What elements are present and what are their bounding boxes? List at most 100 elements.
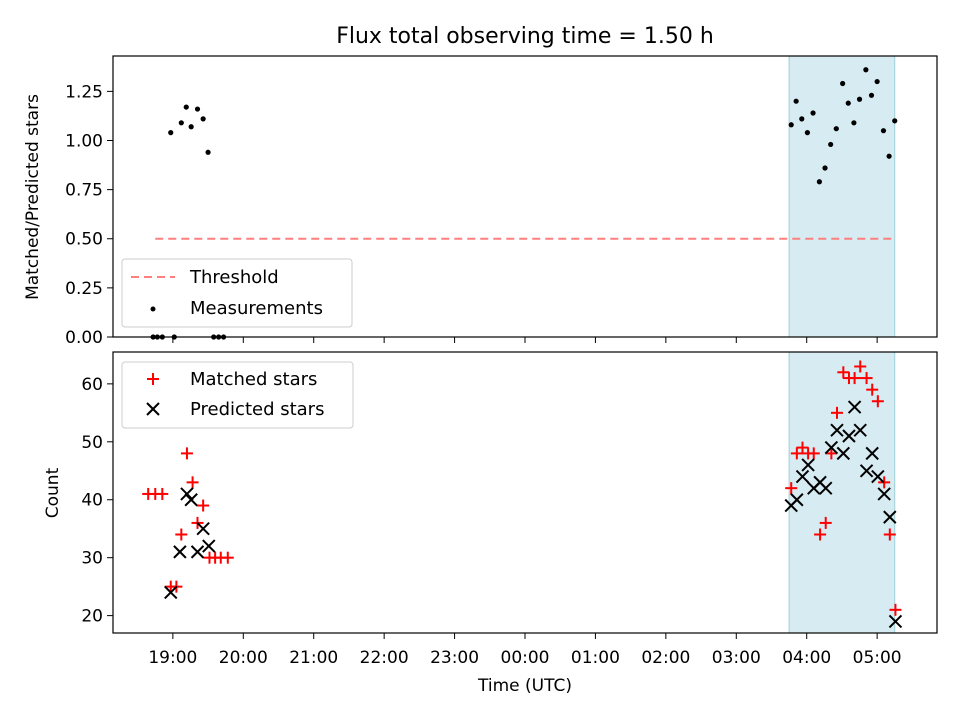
count-y-tick-label: 50 [81,433,103,453]
predicted-star-point [173,545,187,559]
ratio-panel: 0.00 0.25 0.50 0.75 1.00 1.25 Matched/Predict… [23,55,938,348]
measurement-point [886,153,892,159]
measurement-point [178,120,184,126]
predicted-star-point [853,423,867,437]
predicted-star-point [842,429,856,443]
count-panel: 20 30 40 50 60 19:00 20:00 21:00 22:00 23:00 00:0… [43,351,938,696]
matched-star-point [785,482,798,495]
x-tick-label: 00:00 [501,648,550,668]
predicted-star-point [164,585,178,600]
measurement-point [840,80,846,87]
measurement-point [183,104,189,110]
predicted-star-point [795,469,810,484]
predicted-star-point [801,458,815,472]
count-legend: Matched stars Predicted stars [121,361,354,429]
matched-star-point [878,476,891,489]
measurement-point [810,110,816,116]
matched-star-point [156,487,169,500]
matched-star-point [796,441,809,454]
x-tick-label: 01:00 [571,648,620,668]
x-axis-label: Time (UTC) [477,676,572,696]
ratio-legend-box [121,258,353,328]
x-tick-label: 05:00 [853,648,902,668]
matched-star-point [854,360,867,373]
predicted-star-point [871,469,885,484]
measurement-point [851,120,857,126]
measurements-legend-swatch [150,306,156,312]
ratio-legend: Threshold Measurements [121,258,353,328]
predicted-star-point [819,481,833,495]
measurement-point [892,118,898,124]
ratio-y-tick-label: 0.00 [65,328,103,348]
ratio-y-tick-label: 1.25 [65,82,103,102]
measurement-point [194,106,201,112]
matched-star-point [871,395,884,408]
predicted-star-point [865,446,879,461]
count-highlight-span [788,351,896,634]
x-tick-label: 03:00 [712,648,761,668]
matched-star-point [197,499,210,512]
ratio-axes-frame [112,55,938,338]
predicted-star-point [190,545,205,559]
x-tick-label: 19:00 [148,648,197,668]
predicted-legend-swatch [146,402,160,416]
x-tick-label: 22:00 [360,648,409,668]
measurement-point [828,141,834,148]
x-tick-label: 21:00 [289,648,338,668]
count-y-axis-label: Count [43,467,63,518]
x-tick-label: 23:00 [430,648,479,668]
matched-star-point [889,603,902,616]
predicted-legend-label: Predicted stars [190,399,324,420]
ratio-y-tick-label: 0.25 [65,279,103,299]
matched-star-point [830,406,843,419]
matched-star-point [186,476,199,489]
ratio-highlight-span [788,55,896,338]
measurement-point [788,122,794,128]
threshold-legend-label: Threshold [189,267,279,288]
predicted-star-point [830,423,844,437]
matched-star-point [790,447,803,460]
matched-star-point [825,447,838,460]
matched-star-point [837,366,850,379]
measurement-point [799,116,805,122]
count-y-tick-label: 60 [81,375,103,395]
matched-star-point [175,528,188,541]
predicted-star-point [877,487,891,501]
matched-star-point [807,447,820,460]
predicted-star-point [859,464,874,478]
x-tick-label: 02:00 [641,648,690,668]
predicted-star-point [790,493,804,507]
measurement-point [793,98,799,104]
chart-title: Flux total observing time = 1.50 h [336,24,714,49]
predicted-star-point [180,487,194,501]
measurement-point [200,116,206,122]
matched-swatch-marker [147,373,159,385]
predicted-star-point [824,440,839,455]
matched-legend-label: Matched stars [190,369,317,390]
count-legend-box [121,361,354,429]
predicted-star-point [202,539,216,553]
measurement-point [816,179,822,185]
measurement-point [863,67,869,73]
matched-star-point [866,383,879,396]
predicted-star-point [883,510,897,524]
measurement-point [804,130,811,136]
predicted-star-point [836,446,851,461]
measurement-point [833,126,839,132]
matched-legend-swatch [147,373,159,385]
predicted-star-point [847,400,862,414]
ratio-y-tick-label: 0.75 [65,181,103,201]
measurement-point [856,96,863,102]
matched-star-point [180,447,193,460]
measurement-point [205,149,211,155]
measurement-point [874,78,880,85]
measurement-point [880,128,887,134]
ratio-y-tick-label: 0.50 [65,230,103,250]
predicted-swatch-marker [146,402,160,416]
ratio-y-tick-label: 1.00 [65,131,103,151]
predicted-star-point [888,614,903,629]
measurement-point [868,92,875,98]
predicted-star-point [184,493,198,507]
x-tick-label: 04:00 [782,648,831,668]
